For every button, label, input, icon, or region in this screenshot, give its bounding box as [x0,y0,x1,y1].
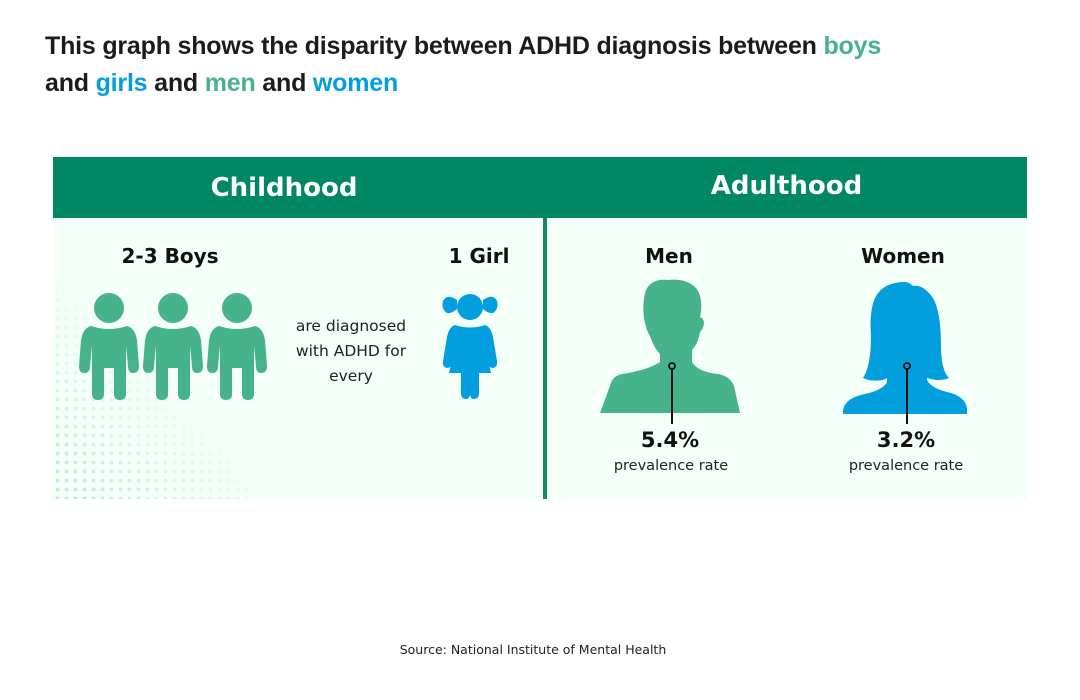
men-prevalence-label: prevalence rate [613,458,729,474]
source-citation: Source: National Institute of Mental Hea… [399,642,667,657]
halftone-dots-decoration [53,278,253,499]
women-prevalence-label: prevalence rate [848,458,964,474]
men-label: Men [645,244,693,268]
girl-label: 1 Girl [448,244,510,268]
section-divider [543,218,547,499]
women-label: Women [861,244,945,268]
man-silhouette-icon [600,279,740,414]
boy-figure-icon [207,293,267,400]
title-text-4: and [255,69,313,97]
panel-header: Childhood Adulthood [53,157,1027,218]
title-girls: girls [95,69,148,97]
men-prevalence-value: 5.4% [640,428,700,452]
page-title: This graph shows the disparity between A… [45,28,1035,102]
boy-figure-icon [143,293,203,400]
boy-figure-icon [79,293,139,400]
diagnosis-ratio-text: are diagnosed with ADHD for every [295,317,407,385]
adulthood-header: Adulthood [710,171,863,201]
title-boys: boys [823,32,882,60]
comparison-panel: Childhood Adulthood 2-3 Boys 1 Girl [53,157,1027,499]
title-text-1: This graph shows the disparity between A… [45,32,824,60]
girl-figure-icon [442,294,498,399]
childhood-header: Childhood [210,173,358,203]
title-and-1: and [45,69,96,97]
women-prevalence-value: 3.2% [876,428,936,452]
boys-label: 2-3 Boys [121,244,219,268]
title-men: men [204,69,256,97]
men-pointer-line [671,408,673,424]
title-women: women [312,69,399,97]
woman-silhouette-icon [843,282,967,414]
panel-body: 2-3 Boys 1 Girl are diagnosed with ADHD … [53,218,1027,499]
title-text-3: and [147,69,205,97]
women-pointer-line [906,408,908,424]
